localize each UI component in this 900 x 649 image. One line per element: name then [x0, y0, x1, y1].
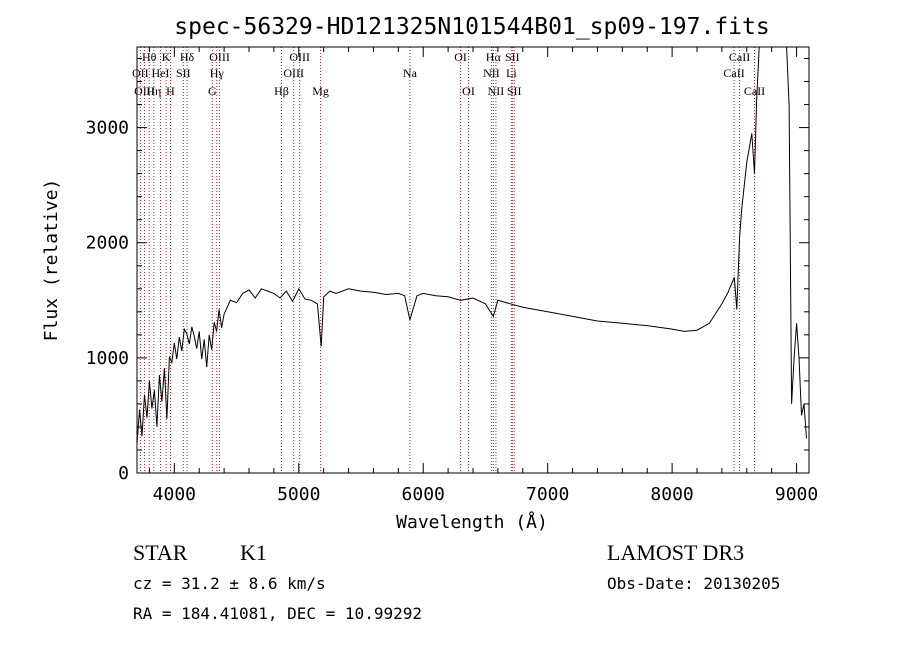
object-subclass: K1	[240, 540, 267, 565]
marker-label-17: OI	[454, 50, 467, 64]
marker-label-27: CaII	[744, 84, 765, 98]
y-tick-label-3: 3000	[86, 118, 129, 139]
x-axis-label: Wavelength (Å)	[396, 511, 548, 533]
marker-label-5: K	[162, 50, 171, 64]
y-axis-label: Flux (relative)	[41, 179, 62, 342]
marker-label-11: G	[208, 84, 217, 98]
marker-label-0: Hθ	[142, 50, 157, 64]
marker-label-14: OIII	[283, 66, 304, 80]
marker-label-9: OIII	[209, 50, 230, 64]
marker-label-10: Hγ	[210, 66, 225, 80]
marker-label-22: SII	[505, 50, 520, 64]
x-tick-label-0: 4000	[153, 484, 196, 505]
marker-label-1: OII	[132, 66, 149, 80]
marker-label-25: CaII	[729, 50, 750, 64]
y-axis-ticks: 0 1000 2000 3000	[86, 58, 809, 484]
x-tick-label-5: 9000	[775, 484, 818, 505]
marker-label-6: H	[166, 84, 175, 98]
marker-label-20: NII	[483, 66, 500, 80]
survey-name: LAMOST DR3	[607, 540, 744, 565]
marker-label-16: Na	[403, 66, 418, 80]
marker-label-12: Hβ	[274, 84, 289, 98]
redshift-cz: cz = 31.2 ± 8.6 km/s	[133, 574, 326, 593]
series-line-0	[136, 46, 807, 445]
ra-dec-coordinates: RA = 184.41081, DEC = 10.99292	[133, 604, 422, 623]
x-tick-label-3: 7000	[526, 484, 569, 505]
marker-label-24: SII	[507, 84, 522, 98]
marker-label-19: Hα	[486, 50, 502, 64]
x-tick-label-1: 5000	[277, 484, 320, 505]
marker-label-4: HeI	[152, 66, 170, 80]
marker-label-18: OI	[462, 84, 475, 98]
marker-label-13: OIII	[289, 50, 310, 64]
y-tick-label-2: 2000	[86, 233, 129, 254]
marker-label-21: NII	[488, 84, 505, 98]
plot-frame	[136, 46, 810, 474]
x-axis-ticks: 4000 5000 6000 7000 8000 9000	[148, 47, 818, 505]
observation-date: Obs-Date: 20130205	[607, 574, 780, 593]
marker-label-15: Mg	[312, 84, 329, 98]
marker-label-7: SII	[176, 66, 191, 80]
marker-label-8: Hδ	[180, 50, 195, 64]
x-tick-label-2: 6000	[402, 484, 445, 505]
y-tick-label-0: 0	[118, 463, 129, 484]
marker-label-23: Li	[506, 66, 517, 80]
marker-label-3: Hη	[146, 84, 161, 98]
marker-label-26: CaII	[723, 66, 744, 80]
marker-label-2: OIII	[134, 84, 155, 98]
series-group	[136, 46, 807, 445]
x-tick-label-4: 8000	[650, 484, 693, 505]
y-tick-label-1: 1000	[86, 348, 129, 369]
chart-title: spec-56329-HD121325N101544B01_sp09-197.f…	[174, 14, 769, 40]
object-class: STAR	[133, 540, 188, 565]
